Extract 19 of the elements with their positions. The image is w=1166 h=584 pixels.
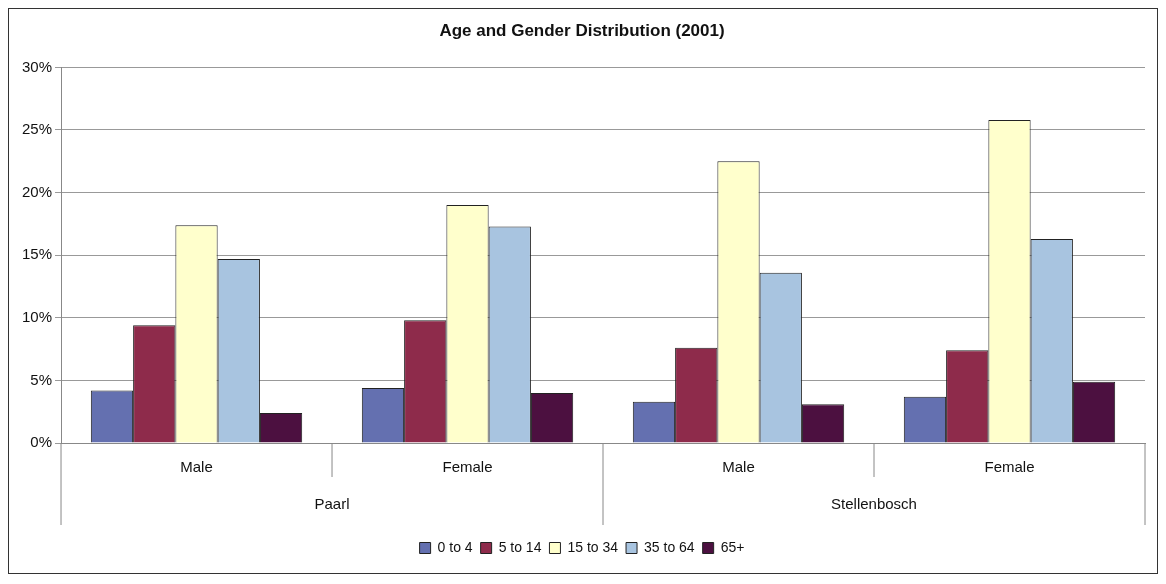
y-tick-label: 20% [21,182,53,200]
x-tick-label: Female [442,458,493,476]
text: Paarl [314,495,350,513]
y-tick-label: 5% [30,370,53,388]
y-tick-label: 0% [30,433,53,451]
x-tick-label: Female [984,458,1035,476]
text: Stellenbosch [831,495,917,513]
y-tick-label: 25% [21,120,53,138]
x-tick-label: Male [180,458,213,476]
y-tick-label: 10% [21,307,53,325]
legend-label: 65+ [720,538,745,555]
y-tick-label: 30% [21,57,53,75]
legend-label: 5 to 14 [498,538,542,555]
chart-title: Age and Gender Distribution (2001) [439,20,725,40]
legend-label: 0 to 4 [437,538,473,555]
y-tick-label: 15% [21,245,53,263]
legend-label: 35 to 64 [644,538,695,555]
x-tick-label: Male [722,458,755,476]
legend-label: 15 to 34 [567,538,619,555]
